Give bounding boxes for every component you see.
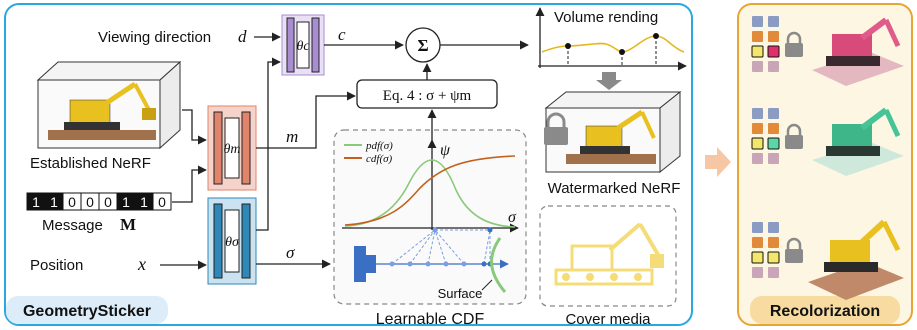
arrow-m-to-equation xyxy=(256,91,356,149)
surface-label: Surface xyxy=(438,286,483,301)
m-symbol: m xyxy=(286,127,298,146)
recolored-model-green xyxy=(812,107,904,176)
volume-point-2 xyxy=(619,49,625,55)
geometrysticker-badge xyxy=(6,296,168,324)
bit-6: 1 xyxy=(140,194,148,210)
message-bits: 1 1 0 0 0 1 1 0 xyxy=(26,192,172,211)
equation-text: Eq. 4 : σ + ψm xyxy=(383,88,472,104)
position-label: Position xyxy=(30,257,83,274)
theta-sigma-label: θσ xyxy=(225,235,240,250)
cover-media-label: Cover media xyxy=(565,311,651,328)
bit-5: 1 xyxy=(122,194,130,210)
geometrysticker-badge-text: GeometrySticker xyxy=(23,303,151,320)
arrow-nerf-to-theta-m xyxy=(182,109,207,145)
psi-symbol: ψ xyxy=(440,142,451,159)
render-down-arrow xyxy=(596,72,622,90)
viewing-direction-symbol: d xyxy=(238,27,247,46)
recolorization-badge xyxy=(750,296,900,324)
established-nerf-image xyxy=(36,60,182,150)
message-label: Message xyxy=(42,217,103,234)
cover-media-image xyxy=(554,222,664,286)
theta-sigma-network: θσ xyxy=(207,197,257,285)
c-symbol: c xyxy=(338,25,346,44)
arrow-to-theta-c-bottom xyxy=(262,57,281,231)
lock-icon xyxy=(785,31,803,57)
watermarked-nerf-label: Watermarked NeRF xyxy=(548,180,681,197)
bit-4: 0 xyxy=(104,194,112,210)
learnable-cdf-label: Learnable CDF xyxy=(376,311,485,328)
recolored-model-original xyxy=(808,219,904,300)
established-nerf-label: Established NeRF xyxy=(30,155,151,172)
lock-icon xyxy=(785,237,803,263)
theta-m-network: θm xyxy=(207,105,257,191)
volume-point-3 xyxy=(653,33,659,39)
theta-c-label: θc xyxy=(296,39,310,54)
volume-point-1 xyxy=(565,43,571,49)
recolored-model-pink xyxy=(812,17,904,86)
ray-sampling-diagram xyxy=(354,227,509,293)
bit-3: 0 xyxy=(86,194,94,210)
message-symbol: M xyxy=(120,215,136,234)
watermarked-nerf-image xyxy=(544,90,682,174)
bit-2: 0 xyxy=(68,194,76,210)
panel-transition-arrow xyxy=(705,147,731,177)
bit-0: 1 xyxy=(32,194,40,210)
cdf-legend-text: cdf(σ) xyxy=(366,153,393,165)
cdf-curve xyxy=(344,155,516,226)
sum-symbol: Σ xyxy=(417,36,428,55)
viewing-direction-label: Viewing direction xyxy=(98,29,211,46)
recolor-palette-1 xyxy=(751,16,780,72)
recolor-palette-3 xyxy=(751,222,780,278)
arrow-message-to-theta-m xyxy=(172,165,207,203)
theta-m-label: θm xyxy=(224,142,241,157)
sigma-axis-symbol: σ xyxy=(508,209,517,226)
sigma-symbol: σ xyxy=(286,243,295,262)
pdf-curve xyxy=(344,159,516,228)
pdf-legend-text: pdf(σ) xyxy=(365,140,393,152)
bit-1: 1 xyxy=(50,194,58,210)
theta-c-network: θc xyxy=(281,14,325,76)
position-symbol: x xyxy=(137,254,146,274)
surface-pointer xyxy=(481,279,493,291)
lock-icon xyxy=(544,112,568,145)
bit-7: 0 xyxy=(158,194,166,210)
recolorization-badge-text: Recolorization xyxy=(770,303,880,320)
lock-icon xyxy=(785,123,803,149)
recolor-palette-2 xyxy=(751,108,780,164)
learnable-cdf-box xyxy=(333,129,527,305)
volume-rendering-label: Volume rending xyxy=(554,9,658,26)
